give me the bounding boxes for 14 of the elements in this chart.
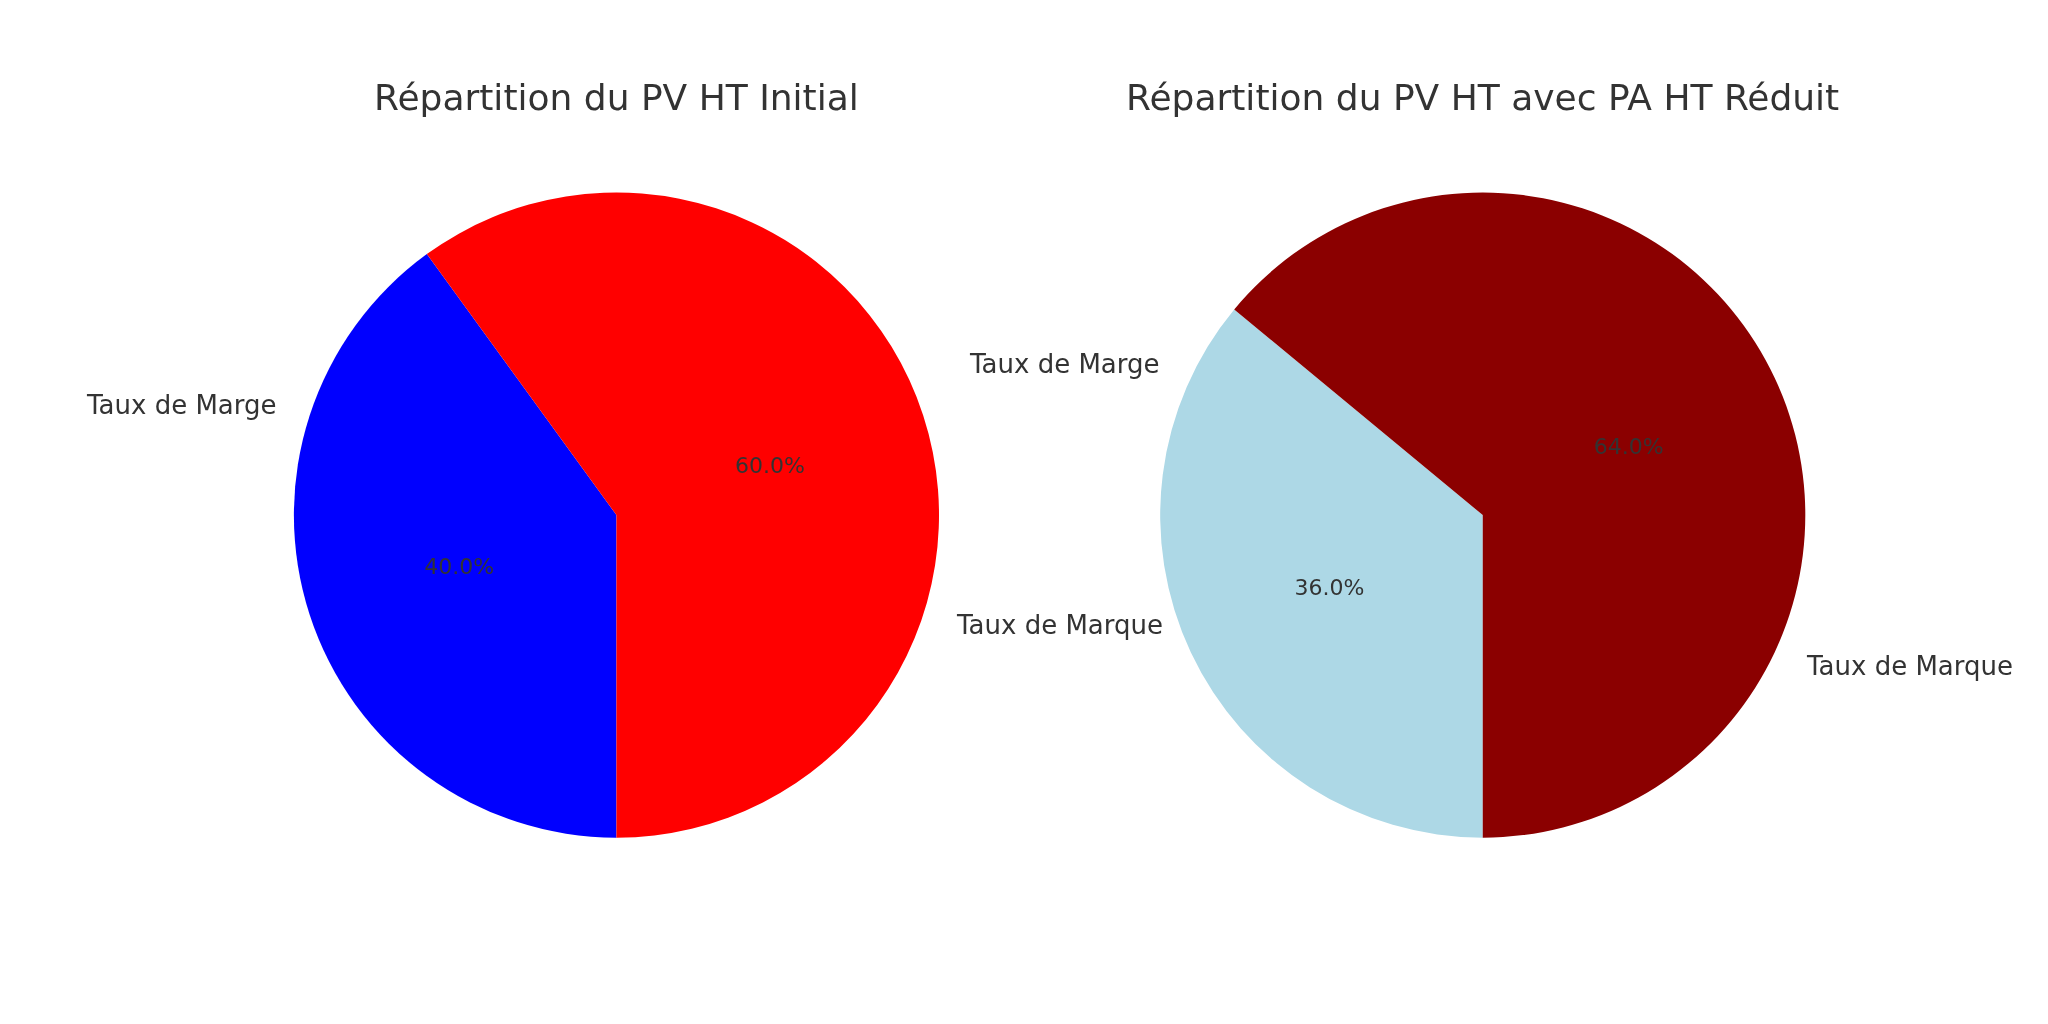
data-label: 60.0% [734,452,805,478]
pie-slice [294,254,617,838]
slice-label: Taux de Marge [969,349,1160,379]
pie-slice [1160,309,1483,838]
slice-label: Taux de Marge [86,390,277,420]
slice-label: Taux de Marque [956,610,1163,640]
chart-title: Répartition du PV HT avec PA HT Réduit [1126,77,1840,118]
data-label: 36.0% [1294,574,1365,600]
pie-slice [1234,192,1806,838]
data-label: 40.0% [424,553,495,579]
chart-title: Répartition du PV HT Initial [374,77,859,118]
data-label: 64.0% [1593,433,1664,459]
slice-label: Taux de Marque [1806,651,2013,681]
pie-slice [426,192,939,838]
